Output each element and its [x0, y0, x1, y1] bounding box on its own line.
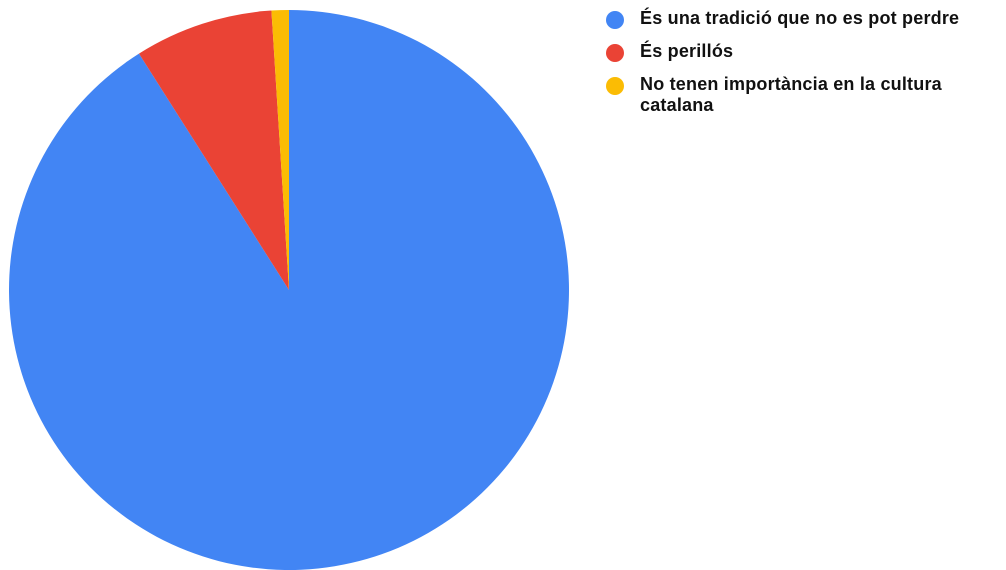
legend-swatch-tradicio — [606, 11, 624, 29]
legend-label-perillos: És perillós — [640, 41, 733, 62]
legend-swatch-perillos — [606, 44, 624, 62]
chart-legend: És una tradició que no es pot perdre És … — [606, 8, 1002, 128]
legend-item-perillos: És perillós — [606, 41, 1002, 62]
legend-item-tradicio: És una tradició que no es pot perdre — [606, 8, 1002, 29]
legend-item-importancia: No tenen importància en la cultura catal… — [606, 74, 1002, 116]
pie-slices — [9, 10, 569, 570]
legend-label-importancia: No tenen importància en la cultura catal… — [640, 74, 1002, 116]
legend-swatch-importancia — [606, 77, 624, 95]
legend-label-tradicio: És una tradició que no es pot perdre — [640, 8, 959, 29]
